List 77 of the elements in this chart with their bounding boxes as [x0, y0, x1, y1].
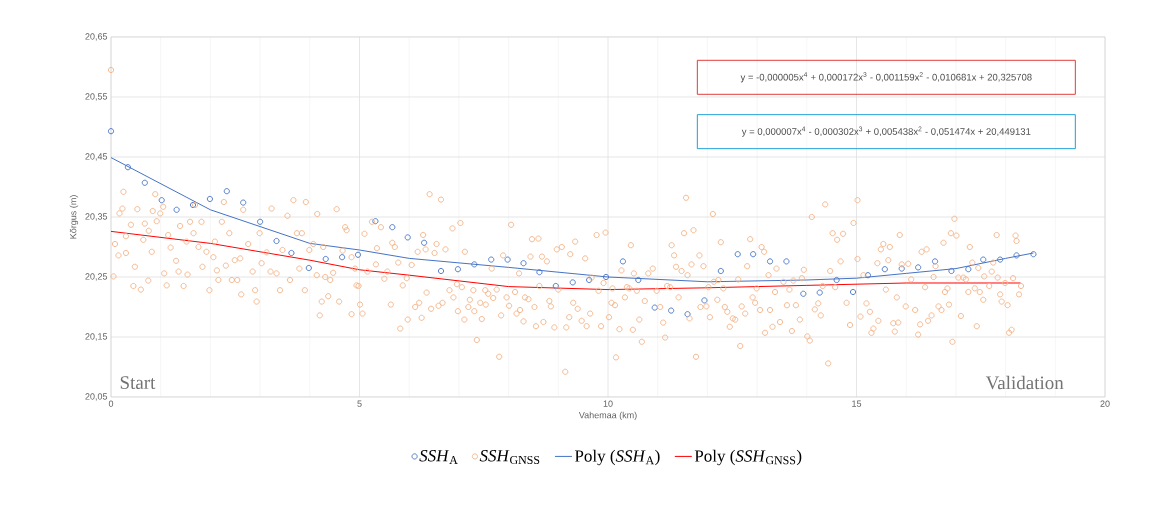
point [305, 264, 312, 272]
y-tick-label: 20,05 [85, 393, 108, 401]
point [488, 256, 495, 263]
x-tick-label: 15 [852, 400, 862, 407]
legend-label: Poly (SSH$_{A}$) [574, 449, 660, 466]
point [783, 258, 790, 265]
point [651, 304, 658, 311]
point [206, 195, 213, 203]
y-axis-title: Kõrgus (m) [69, 195, 79, 239]
point [717, 267, 724, 275]
point [504, 256, 511, 263]
y-tick-label: 20,55 [85, 93, 108, 101]
x-axis-title: Vahemaa (km) [578, 411, 637, 421]
point [931, 258, 939, 265]
point [701, 297, 708, 304]
point [766, 258, 774, 265]
point [980, 256, 987, 263]
point [552, 282, 559, 290]
line-series [111, 230, 1022, 291]
point [750, 251, 757, 258]
point [288, 249, 295, 257]
y-tick-label: 20,25 [85, 273, 108, 281]
point [816, 289, 823, 296]
point [520, 260, 527, 267]
point [734, 251, 741, 258]
point [141, 179, 148, 186]
y-tick-label: 20,35 [85, 213, 108, 221]
point [635, 276, 642, 284]
x-tick-label: 10 [603, 400, 613, 407]
point [997, 256, 1004, 263]
x-tick-label: 5 [357, 400, 362, 407]
point [1013, 252, 1020, 259]
point [257, 218, 264, 225]
point [864, 272, 871, 279]
annotation: y = 0,000007x$^{4}$ - 0,000302x$^{3}$ + 0,005438x$^{2}$ - 0,051474x + 20,449131 [741, 126, 1031, 137]
point [173, 206, 180, 213]
legend-label: SSH$_{A}$ [419, 450, 458, 464]
x-tick-label: 20 [1100, 400, 1110, 407]
point [684, 311, 691, 318]
point [898, 265, 905, 272]
y-tick-label: 20,45 [85, 153, 108, 161]
point [536, 269, 543, 276]
y-tick-label: 20,15 [85, 333, 108, 341]
legend-label: Poly (SSH$_{GNSS}$) [694, 449, 802, 466]
point [948, 267, 955, 275]
annotation: Validation [985, 375, 1064, 390]
point [107, 128, 115, 135]
point [158, 197, 165, 204]
point [471, 261, 478, 268]
point [437, 267, 445, 275]
point [421, 239, 428, 246]
point [223, 188, 230, 195]
point [915, 264, 922, 271]
legend-label: SSH$_{GNSS}$ [479, 450, 540, 464]
point [322, 255, 329, 263]
point [619, 258, 626, 265]
point [124, 164, 131, 171]
point [454, 266, 461, 273]
point [881, 266, 888, 273]
point [849, 288, 857, 296]
x-tick-label: 0 [108, 400, 114, 407]
y-tick-label: 20,65 [85, 33, 108, 41]
annotation: y = -0,000005x$^{4}$ + 0,000172x$^{3}$ - 0,001159x$^{2}$ - 0,010681x + 20,325708 [740, 72, 1032, 83]
point [372, 218, 379, 225]
point [354, 251, 362, 258]
point [602, 273, 610, 281]
point [965, 266, 972, 273]
point [800, 290, 807, 297]
point [668, 307, 675, 314]
point [339, 254, 346, 261]
point [240, 199, 247, 206]
point [833, 276, 840, 284]
annotation: Start [120, 376, 156, 389]
point [569, 279, 576, 286]
point [404, 234, 411, 241]
point [273, 237, 280, 245]
point [389, 224, 396, 231]
